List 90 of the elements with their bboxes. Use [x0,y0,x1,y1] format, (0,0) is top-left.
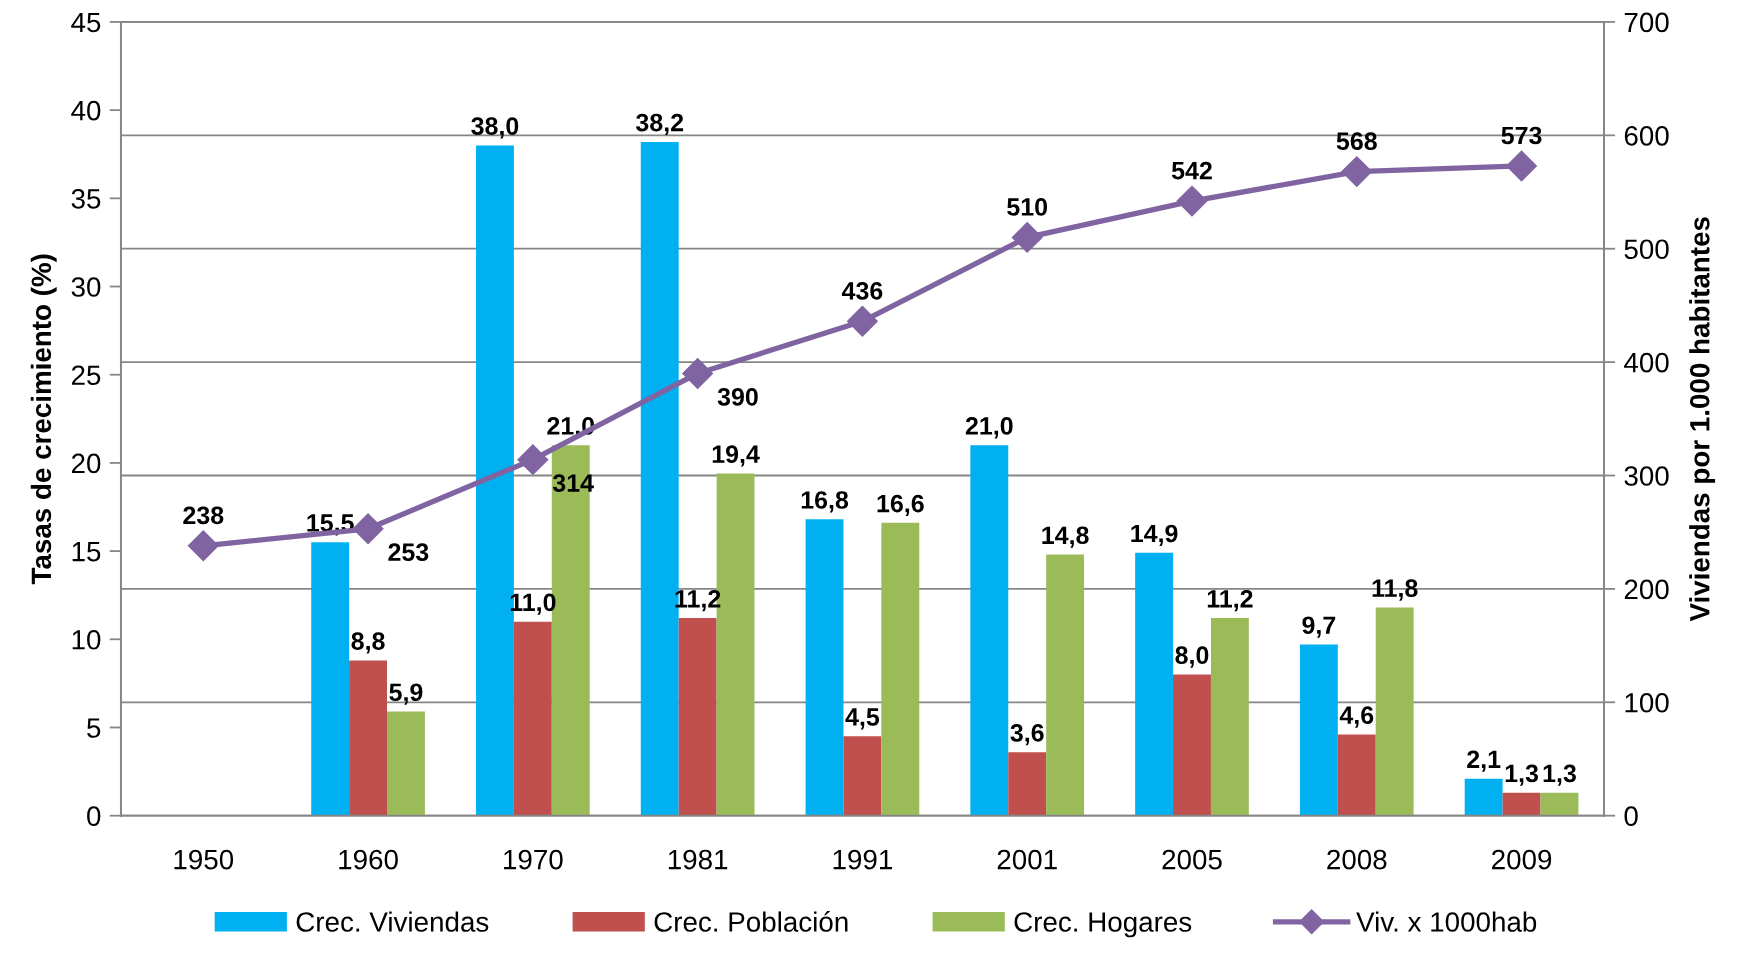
bar [1464,778,1503,816]
y-tick-label: 0 [87,806,101,827]
x-tick-label: 1991 [833,849,892,870]
data-label: 14,8 [1042,526,1089,548]
y2-tick-label: 200 [1624,579,1669,600]
data-label: 2,1 [1467,750,1501,772]
bar [1008,752,1047,816]
x-tick-label: 1970 [504,849,563,870]
x-tick-label: 1981 [668,849,728,870]
point [352,513,384,545]
data-label: 573 [1501,126,1542,145]
bar [970,445,1009,816]
legend-label: Viv. x 1000hab [1356,911,1537,932]
data-label: 510 [1007,198,1048,216]
bar [843,736,882,816]
x-tick-label: 2001 [997,849,1057,870]
point [1341,156,1373,188]
x-tick-label: 2008 [1327,849,1387,870]
y-tick-label: 40 [71,100,101,121]
bar [678,618,717,816]
y2-axis-title: Viviendas por 1.000 habitantes [1689,217,1716,622]
y-axis-title: Tasas de crecimiento (%) [30,254,57,585]
y2-tick-label: 100 [1625,692,1669,713]
bar [513,621,552,816]
bar [1375,607,1414,816]
data-label: 3,6 [1010,723,1044,746]
data-label: 38,2 [635,113,684,136]
x-tick-label: 1960 [339,849,398,870]
y-tick-label: 20 [71,453,101,474]
bar [1299,644,1338,816]
data-label: 390 [717,388,758,406]
bar [311,542,350,816]
bar [805,519,844,816]
point [1176,185,1208,217]
y-tick-label: 5 [87,718,101,738]
point [1506,150,1537,182]
legend-label: Crec. Hogares [1014,912,1192,938]
data-label: 436 [841,281,883,300]
data-label: 4,5 [845,708,880,730]
data-label: 16,8 [801,491,849,513]
bar [387,711,425,816]
x-tick-label: 2005 [1162,849,1222,870]
data-label: 8,8 [351,632,385,654]
data-label: 4,6 [1339,706,1374,728]
data-label: 1,3 [1505,764,1539,786]
bar [1540,792,1579,816]
y-tick-label: 30 [71,277,101,297]
point [1011,221,1043,253]
point [846,305,878,337]
y-tick-label: 25 [71,365,101,386]
data-label: 38,0 [471,117,519,139]
y-tick-label: 15 [72,542,101,562]
bar [1046,554,1085,816]
data-label: 5,9 [389,683,423,705]
data-label: 9,7 [1302,616,1336,638]
y-tick-label: 45 [71,12,101,33]
y2-tick-label: 600 [1624,126,1669,146]
y2-tick-label: 400 [1624,352,1669,373]
x-tick-label: 2009 [1492,849,1552,870]
data-label: 1,3 [1543,764,1576,786]
data-label: 14,9 [1131,524,1178,546]
data-label: 11,2 [1207,589,1253,612]
y2-tick-label: 500 [1624,239,1669,260]
legend-label: Crec. Población [654,911,848,932]
point [682,358,714,389]
y2-tick-label: 700 [1624,12,1669,33]
y2-tick-label: 0 [1624,806,1638,827]
y2-tick-label: 300 [1624,466,1669,486]
bar [1173,674,1211,816]
x-tick-label: 1950 [174,849,234,870]
bar [349,660,388,816]
data-label: 11,8 [1372,579,1418,601]
data-label: 19,4 [712,445,760,467]
point [187,530,219,562]
data-label: 568 [1336,132,1377,151]
bar [1337,734,1376,816]
bar [1135,552,1174,816]
data-label: 21,0 [965,417,1013,439]
data-label: 16,6 [877,494,924,516]
bar [881,522,920,816]
data-label: 253 [388,543,429,562]
data-label: 8,0 [1175,646,1209,668]
data-label: 238 [183,506,224,525]
data-label: 542 [1171,161,1212,180]
bar [1502,792,1541,816]
y-tick-label: 35 [71,188,101,209]
point [517,444,549,476]
y-tick-label: 10 [72,629,101,650]
bar [1210,618,1249,816]
legend-label: Crec. Viviendas [296,911,489,932]
